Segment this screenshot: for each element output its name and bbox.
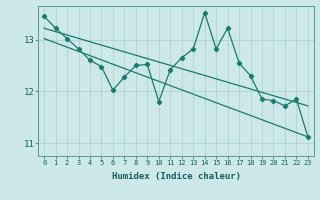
X-axis label: Humidex (Indice chaleur): Humidex (Indice chaleur) xyxy=(111,172,241,181)
